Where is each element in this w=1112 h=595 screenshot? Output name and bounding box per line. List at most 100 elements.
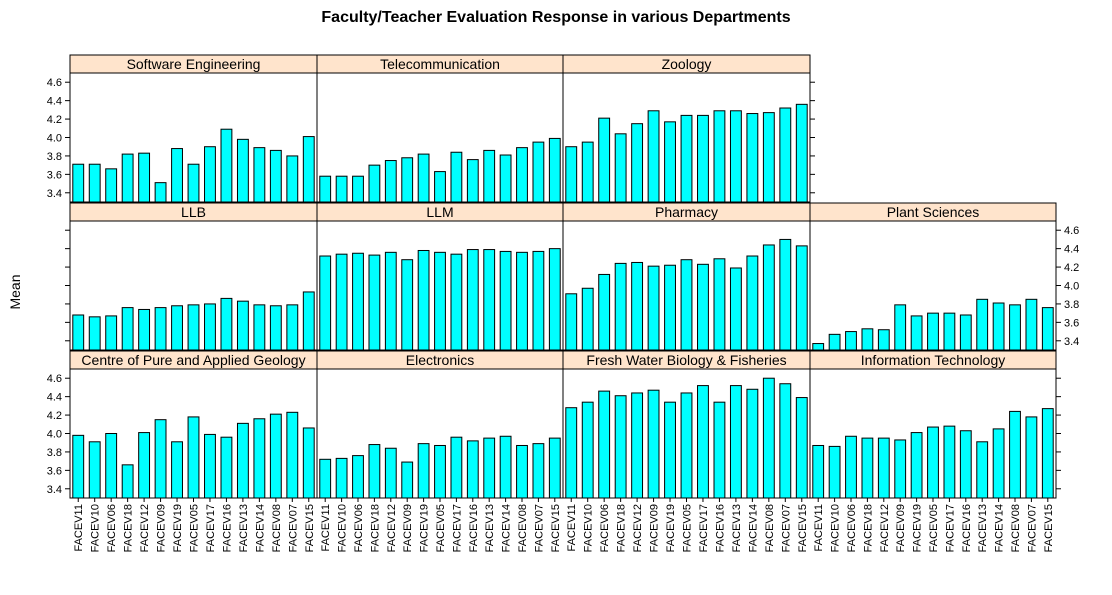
bar <box>1025 416 1038 499</box>
bar <box>121 464 134 499</box>
bar <box>845 331 857 351</box>
x-tick-label: FACEV13 <box>238 504 250 552</box>
y-tick-label: 4.2 <box>1064 262 1079 274</box>
x-tick-label: FACEV15 <box>1043 504 1055 552</box>
x-tick-label: FACEV18 <box>862 504 874 552</box>
x-tick-label: FACEV18 <box>616 504 628 552</box>
bar <box>466 159 479 203</box>
panel-strip-label: Telecommunication <box>380 56 500 72</box>
bar <box>614 395 627 499</box>
x-tick-label: FACEV10 <box>337 504 349 552</box>
bar <box>959 314 972 351</box>
bar <box>943 425 956 499</box>
bar <box>417 443 430 499</box>
bar <box>581 287 594 351</box>
bar <box>959 430 972 499</box>
x-tick-label: FACEV16 <box>714 504 726 552</box>
bar <box>697 385 709 499</box>
bar <box>992 302 1005 351</box>
bar <box>401 157 414 203</box>
bar <box>516 444 528 499</box>
x-tick-label: FACEV09 <box>156 504 168 552</box>
x-tick-label: FACEV07 <box>780 504 792 552</box>
x-tick-label: FACEV18 <box>369 504 381 552</box>
bar <box>138 308 151 351</box>
bar <box>171 148 183 203</box>
bar <box>647 110 660 203</box>
bar <box>302 291 315 351</box>
bar <box>368 164 381 203</box>
x-tick-label: FACEV05 <box>189 504 201 552</box>
bar <box>72 434 85 499</box>
bar <box>647 265 660 351</box>
bar <box>910 315 923 351</box>
bar <box>779 383 792 499</box>
bar <box>88 316 101 351</box>
bar <box>253 147 266 203</box>
bar <box>976 298 989 351</box>
bar <box>236 300 249 351</box>
bar <box>631 392 644 499</box>
panel: Zoology <box>562 54 815 203</box>
x-tick-label: FACEV13 <box>977 504 989 552</box>
panel-strip-label: Centre of Pure and Applied Geology <box>81 352 305 368</box>
panel: Electronics FACEV11 FACEV10 FACEV06 FACEV18 F… <box>316 350 564 552</box>
panel-strip-label: Software Engineering <box>127 56 261 72</box>
x-tick-label: FACEV14 <box>994 504 1006 552</box>
panel-strip-label: Zoology <box>662 56 712 72</box>
panel-strip-label: LLB <box>181 204 206 220</box>
bar <box>72 163 85 203</box>
bar <box>154 307 167 351</box>
x-tick-label: FACEV08 <box>271 504 283 552</box>
x-tick-label: FACEV06 <box>599 504 611 552</box>
bar <box>72 314 85 351</box>
bar <box>1025 298 1038 351</box>
bar <box>368 444 381 499</box>
bar <box>253 304 266 351</box>
x-tick-label: FACEV09 <box>895 504 907 552</box>
panel-strip-label: Electronics <box>406 352 474 368</box>
y-tick-label: 4.0 <box>47 429 62 441</box>
bar <box>319 175 332 203</box>
panel: Telecommunication <box>316 54 564 203</box>
panel-strip-label: Information Technology <box>861 352 1006 368</box>
bar <box>614 262 627 351</box>
bar <box>779 107 792 203</box>
bar <box>105 315 118 351</box>
x-tick-label: FACEV05 <box>682 504 694 552</box>
x-tick-label: FACEV11 <box>566 504 578 552</box>
bar <box>236 138 249 203</box>
bar <box>779 238 792 351</box>
bar <box>828 445 841 499</box>
bar <box>269 413 282 499</box>
bar <box>286 304 299 351</box>
bar <box>204 303 216 351</box>
bar <box>877 437 890 499</box>
bar <box>861 328 874 351</box>
x-tick-label: FACEV13 <box>484 504 496 552</box>
x-tick-label: FACEV10 <box>830 504 842 552</box>
x-tick-label: FACEV15 <box>304 504 316 552</box>
bar <box>992 428 1005 499</box>
bar <box>105 433 118 499</box>
bar <box>499 250 512 351</box>
bar <box>286 155 299 203</box>
bar <box>384 160 397 203</box>
x-tick-label: FACEV05 <box>435 504 447 552</box>
panel-strip-label: Fresh Water Biology & Fisheries <box>586 352 786 368</box>
bar <box>894 304 907 351</box>
bar <box>121 153 134 203</box>
bar <box>894 439 907 499</box>
bar <box>269 149 282 203</box>
bar <box>352 175 364 203</box>
x-tick-label: FACEV09 <box>649 504 661 552</box>
bar <box>762 244 775 351</box>
x-tick-label: FACEV11 <box>813 504 825 552</box>
y-tick-label: 3.4 <box>1064 336 1079 348</box>
bar <box>401 461 414 499</box>
bar <box>434 171 446 203</box>
bar <box>532 141 545 203</box>
x-tick-label: FACEV06 <box>106 504 118 552</box>
bar <box>680 259 693 351</box>
